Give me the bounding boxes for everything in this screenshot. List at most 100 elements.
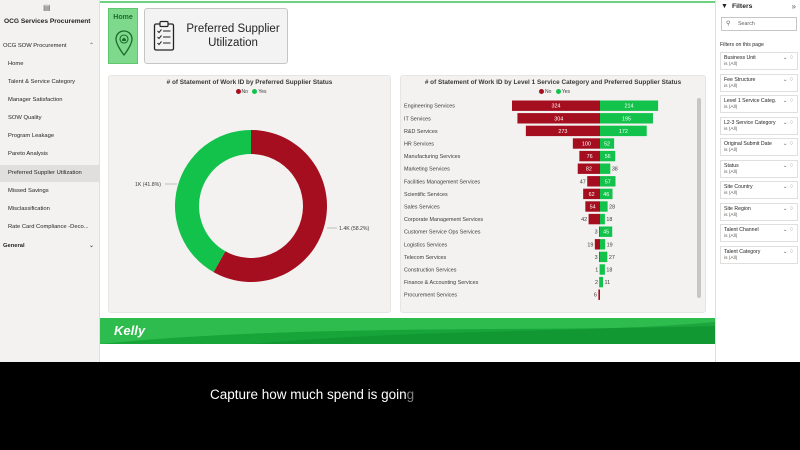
filter-card-chevron-clear-icons[interactable]: ⌄ ♢: [782, 205, 794, 212]
nav-item[interactable]: Program Leakage: [8, 133, 55, 139]
filter-card[interactable]: Talent Category is (All) ⌄ ♢: [720, 245, 798, 264]
bar-no[interactable]: [599, 251, 600, 263]
bar-no[interactable]: [599, 226, 600, 237]
category-label: Facilities Management Services: [404, 179, 480, 185]
bar-no[interactable]: [598, 289, 600, 300]
home-button[interactable]: Home: [108, 8, 138, 64]
bar-yes[interactable]: [600, 226, 613, 237]
nav-item[interactable]: Talent & Service Category: [8, 79, 76, 85]
bar-chart-title: # of Statement of Work ID by Level 1 Ser…: [424, 79, 682, 86]
nav-section-general[interactable]: General ⌄: [0, 239, 100, 253]
bar-no[interactable]: [517, 113, 600, 124]
bar-yes-value: 56: [605, 154, 611, 160]
filter-card-name: L2-3 Service Category: [724, 119, 776, 126]
bar-yes[interactable]: [600, 113, 653, 124]
collapse-pane-icon[interactable]: »: [791, 2, 796, 11]
nav-item[interactable]: SOW Quality: [8, 115, 42, 121]
pages-icon[interactable]: ▤: [43, 3, 51, 12]
bar-yes[interactable]: [600, 138, 615, 149]
bar-yes[interactable]: [600, 239, 606, 250]
donut-slice-yes[interactable]: [175, 130, 251, 273]
nav-item[interactable]: Manager Satisfaction: [8, 97, 63, 103]
bar-yes-value: 172: [619, 129, 628, 135]
bar-no-value: 3: [595, 230, 598, 236]
bar-chart[interactable]: Engineering Services 324 214 IT Services 304…: [401, 76, 707, 314]
bar-yes[interactable]: [600, 125, 647, 137]
bar-chart-panel[interactable]: # of Statement of Work ID by Level 1 Ser…: [400, 75, 706, 313]
filters-search-input[interactable]: ⚲ Search: [721, 17, 797, 31]
filter-card-chevron-clear-icons[interactable]: ⌄ ♢: [782, 76, 794, 83]
filter-card-chevron-clear-icons[interactable]: ⌄ ♢: [782, 141, 794, 147]
filters-on-page-label: Filters on this page: [720, 42, 764, 48]
filter-card-chevron-clear-icons[interactable]: ⌄ ♢: [782, 55, 794, 61]
bar-no-value: 2: [595, 280, 598, 286]
bar-yes[interactable]: [600, 163, 611, 174]
bar-yes[interactable]: [600, 251, 608, 263]
filter-card-chevron-clear-icons[interactable]: ⌄ ♢: [782, 248, 794, 255]
bar-yes-value: 38: [612, 167, 618, 173]
bar-yes[interactable]: [600, 213, 605, 225]
filter-card[interactable]: L2-3 Service Category is (All) ⌄ ♢: [720, 116, 798, 135]
filters-pane: ▼ Filters » ⚲ Search Filters on this pag…: [715, 0, 800, 362]
bar-no[interactable]: [577, 163, 600, 174]
bar-no[interactable]: [525, 125, 600, 137]
bar-no-value: 324: [552, 104, 561, 110]
filter-card[interactable]: Level 1 Service Categ... is (All) ⌄ ♢: [720, 95, 798, 113]
filter-icon: ▼: [721, 3, 728, 10]
category-label: Telecom Services: [404, 255, 447, 261]
filter-card-chevron-clear-icons[interactable]: ⌄ ♢: [782, 162, 794, 169]
category-label: Logistics Services: [404, 242, 447, 248]
bar-no[interactable]: [572, 138, 600, 149]
bar-no[interactable]: [579, 150, 600, 162]
category-label: HR Services: [404, 142, 434, 148]
donut-chart[interactable]: 1.4K (58.2%) 1K (41.8%): [109, 76, 392, 314]
filter-card-chevron-clear-icons[interactable]: ⌄ ♢: [782, 227, 794, 233]
legend-no-label: No: [545, 89, 552, 95]
bar-yes[interactable]: [600, 176, 616, 187]
nav-item[interactable]: Preferred Supplier Utilization: [0, 165, 100, 182]
filter-card[interactable]: Status is (All) ⌄ ♢: [720, 159, 798, 178]
filter-card[interactable]: Talent Channel is (All) ⌄ ♢: [720, 224, 798, 242]
bar-no[interactable]: [585, 201, 600, 212]
filter-card-chevron-clear-icons[interactable]: ⌄ ♢: [782, 119, 794, 126]
bar-no-value: 42: [581, 217, 587, 223]
bar-no[interactable]: [594, 239, 600, 250]
filter-card[interactable]: Site Country is (All) ⌄ ♢: [720, 181, 798, 199]
bar-yes[interactable]: [600, 264, 605, 275]
nav-item[interactable]: Rate Card Compliance -Deco...: [8, 224, 89, 230]
chevron-down-icon[interactable]: ⌄: [88, 243, 94, 249]
bar-no-value: 1: [595, 268, 598, 274]
bar-yes-value: 214: [625, 104, 634, 110]
chevron-up-icon[interactable]: ⌃: [88, 43, 94, 49]
nav-section-ocg-sow[interactable]: OCG SOW Procurement ⌃: [0, 39, 100, 53]
bar-yes-value: 57: [605, 179, 611, 185]
caption-text: Capture how much spend is going: [210, 387, 414, 402]
bar-no[interactable]: [583, 188, 600, 200]
left-nav-pane: ▤ OCG Services Procurement OCG SOW Procu…: [0, 0, 100, 362]
bar-no[interactable]: [587, 176, 600, 187]
bar-no[interactable]: [599, 276, 600, 288]
donut-slice-no[interactable]: [213, 130, 327, 282]
legend-yes-swatch: [555, 89, 561, 95]
filter-card[interactable]: Site Region is (All) ⌄ ♢: [720, 202, 798, 221]
nav-item[interactable]: Home: [8, 61, 24, 67]
bar-yes[interactable]: [600, 201, 608, 212]
bar-yes[interactable]: [600, 188, 613, 200]
filter-card-chevron-clear-icons[interactable]: ⌄ ♢: [782, 98, 794, 104]
category-label: Customer Service Ops Services: [404, 230, 481, 236]
filter-card-chevron-clear-icons[interactable]: ⌄ ♢: [782, 184, 794, 190]
nav-item[interactable]: Misclassification: [8, 206, 50, 212]
nav-item[interactable]: Pareto Analysis: [8, 151, 48, 157]
filter-card[interactable]: Business Unit is (All) ⌄ ♢: [720, 52, 798, 70]
bar-yes[interactable]: [600, 100, 659, 111]
bar-yes[interactable]: [600, 276, 603, 288]
chart-scrollbar[interactable]: [697, 98, 701, 298]
bar-no[interactable]: [588, 213, 600, 225]
donut-chart-panel[interactable]: # of Statement of Work ID by Preferred S…: [108, 75, 391, 313]
filter-card[interactable]: Fee Structure is (All) ⌄ ♢: [720, 73, 798, 92]
bar-no[interactable]: [512, 100, 600, 111]
nav-item[interactable]: Missed Savings: [8, 188, 49, 194]
nav-section-label: General: [3, 243, 25, 249]
bar-yes[interactable]: [600, 150, 616, 162]
filter-card[interactable]: Original Submit Date is (All) ⌄ ♢: [720, 138, 798, 156]
